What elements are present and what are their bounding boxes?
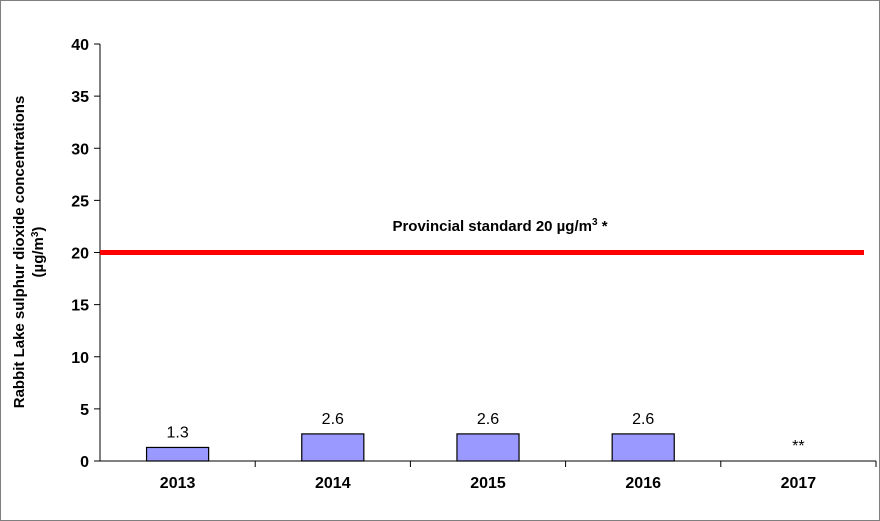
bar: [611, 433, 675, 462]
y-tick-label: 10: [71, 350, 89, 367]
bar: [301, 433, 365, 462]
y-tick-label: 40: [71, 37, 89, 54]
x-axis-ticks: 2013 2014 2015 2016 2017: [160, 461, 877, 492]
data-label: 2.6: [632, 411, 654, 428]
y-tick-label: 15: [71, 298, 89, 315]
y-axis-label-unit: (µg/m3): [30, 227, 47, 278]
x-tick-label: 2015: [470, 475, 506, 492]
data-label: **: [792, 438, 804, 455]
y-tick-label: 5: [80, 402, 89, 419]
bars: 1.3 2.6 2.6 2.6 **: [145, 411, 805, 462]
data-label: 1.3: [166, 424, 188, 441]
x-tick-label: 2013: [160, 475, 196, 492]
x-tick-label: 2014: [315, 475, 351, 492]
y-tick-label: 0: [80, 454, 89, 471]
x-tick-label: 2016: [625, 475, 661, 492]
y-tick-label: 30: [71, 141, 89, 158]
data-label: 2.6: [477, 411, 499, 428]
x-tick-label: 2017: [781, 475, 817, 492]
provincial-standard-label: Provincial standard 20 µg/m3 *: [392, 217, 607, 235]
y-axis-ticks: 0 5 10 15 20 25 30 35 40: [71, 37, 100, 471]
bar: [456, 433, 520, 462]
bar: [145, 446, 210, 462]
y-tick-label: 25: [71, 193, 89, 210]
y-tick-label: 35: [71, 89, 89, 106]
y-axis-label: Rabbit Lake sulphur dioxide concentratio…: [11, 96, 28, 409]
data-label: 2.6: [322, 411, 344, 428]
y-tick-label: 20: [71, 246, 89, 263]
